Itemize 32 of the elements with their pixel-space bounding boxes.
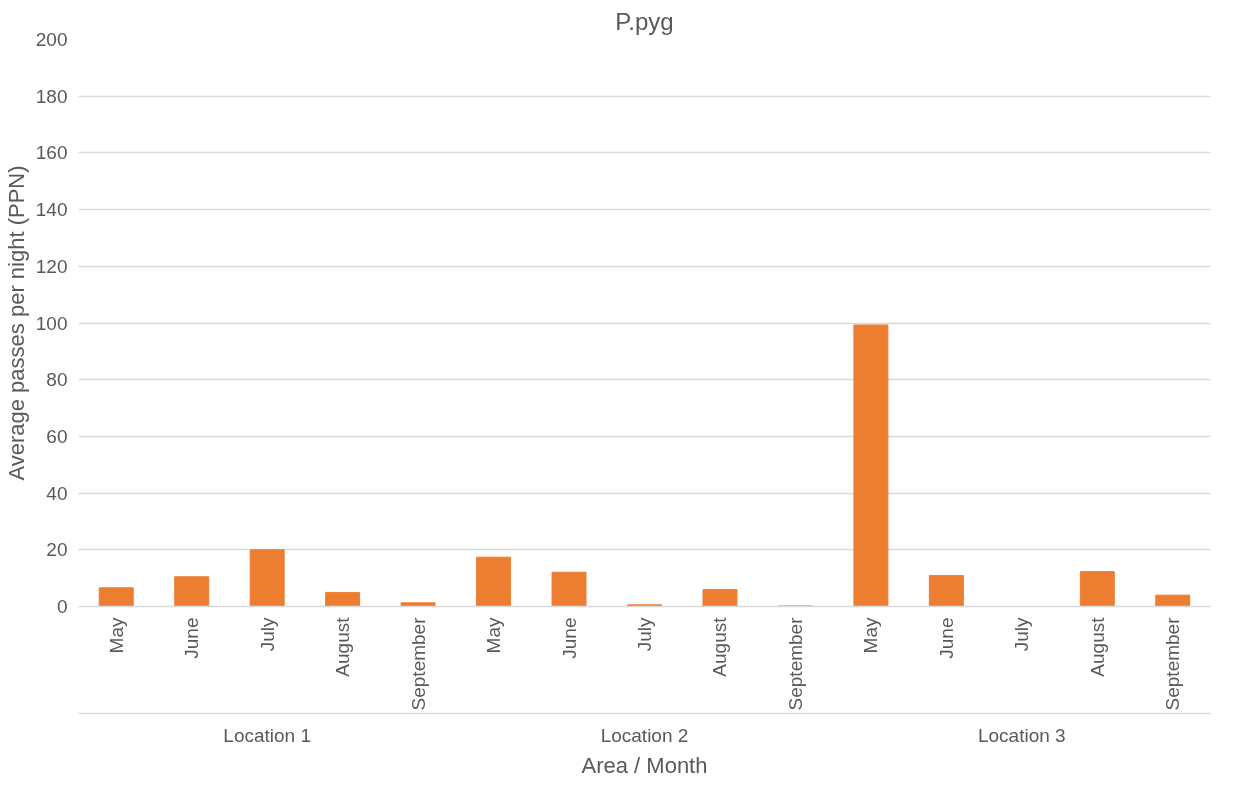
x-tick-label: July	[634, 617, 655, 652]
x-tick-label: May	[483, 617, 505, 654]
x-tick-label: August	[709, 616, 731, 677]
y-axis-title: Average passes per night (PPN)	[3, 165, 29, 481]
x-tick-label: June	[558, 617, 580, 659]
y-tick-label: 60	[46, 425, 68, 447]
y-tick-label: 120	[35, 255, 68, 277]
x-axis-title: Area / Month	[581, 752, 708, 778]
y-tick-label: 80	[46, 369, 68, 391]
y-tick-label: 0	[56, 596, 68, 617]
x-tick-label: June	[935, 617, 957, 659]
x-tick-label: August	[332, 616, 354, 677]
x-tick-label: September	[407, 616, 429, 711]
x-tick-label: May	[860, 617, 882, 654]
y-tick-label: 180	[35, 85, 68, 107]
y-tick-label: 140	[35, 199, 68, 221]
y-tick-label: 160	[35, 142, 68, 164]
x-tick-label: August	[1086, 616, 1108, 677]
text: Location 2	[600, 724, 689, 746]
y-tick-label: 40	[46, 482, 68, 504]
x-tick-label: June	[181, 617, 203, 659]
y-tick-label: 100	[35, 312, 68, 334]
y-tick-label: 200	[35, 29, 68, 50]
x-tick-label: September	[1162, 616, 1184, 711]
text: Location 3	[977, 724, 1066, 746]
x-tick-label: May	[105, 617, 127, 654]
text: Location 1	[223, 724, 312, 746]
x-tick-label: September	[784, 616, 806, 711]
y-tick-label: 20	[46, 539, 68, 561]
chart-title: P.pyg	[615, 7, 674, 35]
x-tick-label: July	[1011, 617, 1033, 652]
x-tick-label: July	[256, 617, 278, 652]
